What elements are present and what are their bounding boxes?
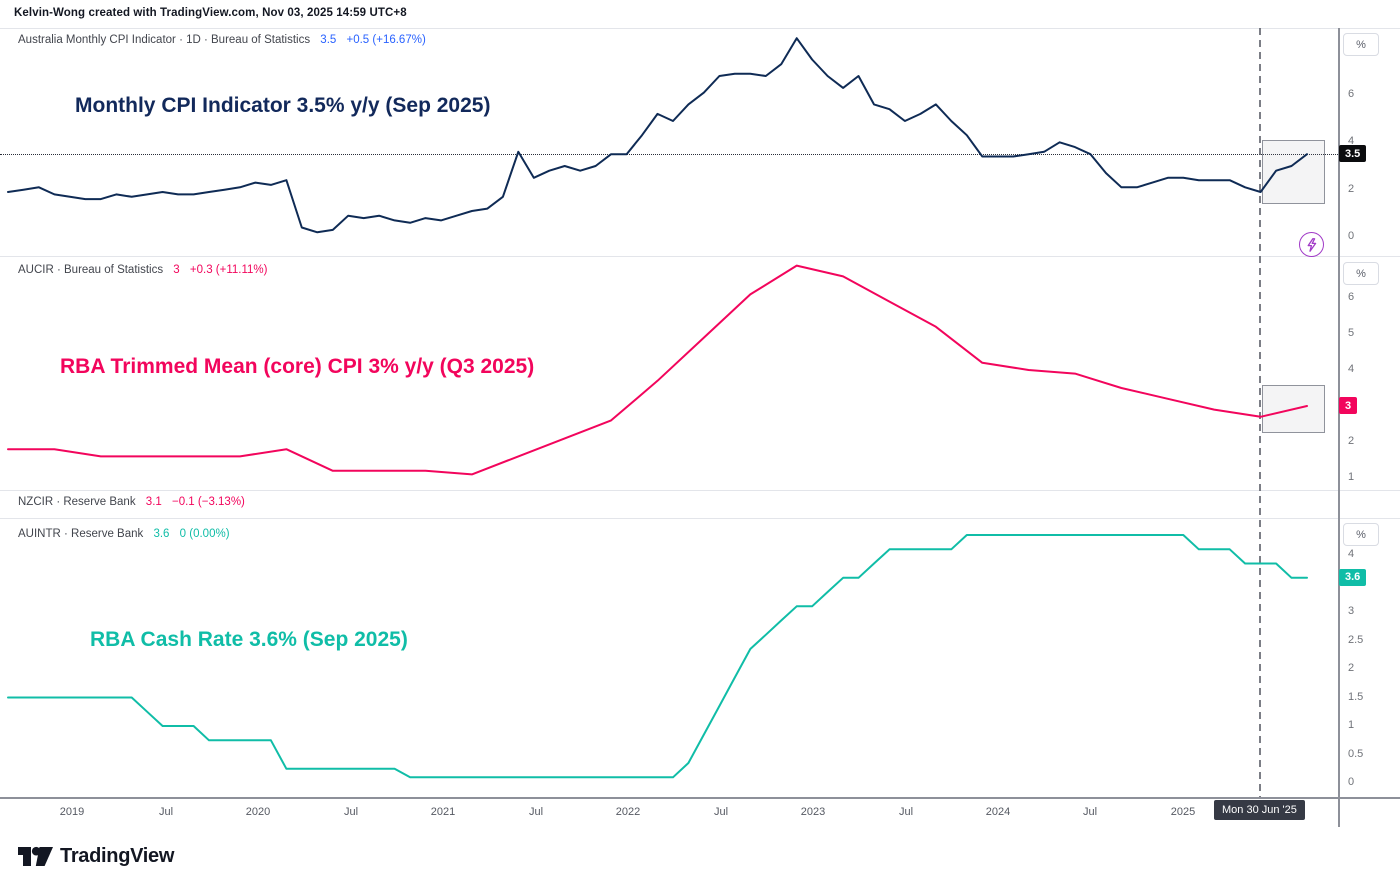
chart-top-border	[0, 28, 1400, 29]
annotation-cash-rate: RBA Cash Rate 3.6% (Sep 2025)	[90, 628, 408, 651]
time-label-2023: 2023	[800, 806, 826, 818]
legend-aucir[interactable]: AUCIR · Bureau of Statistics 3 +0.3 (+11…	[18, 264, 267, 276]
annotation-cpi: Monthly CPI Indicator 3.5% y/y (Sep 2025…	[75, 94, 491, 117]
legend-cpi[interactable]: Australia Monthly CPI Indicator · 1D · B…	[18, 34, 426, 46]
price-tick-auintr-2: 2	[1348, 662, 1355, 674]
time-label-Jul: Jul	[528, 806, 544, 818]
annotation-trimmed-mean: RBA Trimmed Mean (core) CPI 3% y/y (Q3 2…	[60, 355, 535, 378]
time-label-2022: 2022	[615, 806, 641, 818]
crosshair-date-badge: Mon 30 Jun '25	[1214, 800, 1305, 820]
legend-auintr-value: 3.6	[153, 528, 170, 540]
price-line-3-5	[0, 154, 1338, 155]
highlight-box-aucir[interactable]	[1262, 385, 1325, 433]
panel-separator-1[interactable]	[0, 256, 1400, 257]
price-label-cpi: 3.5	[1339, 145, 1367, 163]
time-label-Jul: Jul	[898, 806, 914, 818]
time-label-2019: 2019	[59, 806, 85, 818]
time-axis-border	[0, 797, 1400, 799]
time-label-Jul: Jul	[158, 806, 174, 818]
legend-nzcir-change: −0.1 (−3.13%)	[172, 496, 245, 508]
price-tick-cpi-0: 0	[1348, 230, 1355, 242]
price-label-aucir: 3	[1339, 397, 1358, 414]
legend-auintr-change: 0 (0.00%)	[179, 528, 230, 540]
legend-aucir-title: AUCIR · Bureau of Statistics	[18, 264, 164, 276]
time-axis[interactable]	[0, 799, 1400, 827]
panel-separator-3[interactable]	[0, 518, 1400, 519]
series-line-cpi	[7, 37, 1308, 234]
unit-button-percent-cpi[interactable]: %	[1343, 33, 1379, 56]
price-tick-auintr-0: 0	[1348, 776, 1355, 788]
legend-aucir-value: 3	[173, 264, 180, 276]
time-label-Jul: Jul	[713, 806, 729, 818]
legend-nzcir-value: 3.1	[145, 496, 162, 508]
price-tick-aucir-5: 5	[1348, 327, 1355, 339]
price-tick-cpi-6: 6	[1348, 87, 1355, 100]
price-tick-auintr-0.5: 0.5	[1348, 747, 1364, 760]
price-tick-aucir-6: 6	[1348, 291, 1355, 303]
price-tick-auintr-4: 4	[1348, 548, 1355, 560]
legend-nzcir-title: NZCIR · Reserve Bank	[18, 496, 136, 508]
tradingview-mark-icon	[18, 846, 53, 866]
time-label-Jul: Jul	[1082, 806, 1098, 818]
time-label-2025: 2025	[1170, 806, 1196, 818]
legend-cpi-change: +0.5 (+16.67%)	[346, 34, 426, 46]
series-line-auintr	[7, 534, 1308, 779]
time-label-Jul: Jul	[343, 806, 359, 818]
credit-line: Kelvin-Wong created with TradingView.com…	[14, 7, 407, 19]
legend-nzcir[interactable]: NZCIR · Reserve Bank 3.1 −0.1 (−3.13%)	[18, 496, 245, 508]
flash-icon[interactable]	[1299, 232, 1324, 257]
unit-button-percent-aucir[interactable]: %	[1343, 262, 1379, 285]
tradingview-logo: TradingView	[18, 843, 174, 870]
price-tick-auintr-2.5: 2.5	[1348, 633, 1364, 646]
price-label-auintr: 3.6	[1339, 568, 1367, 586]
legend-auintr[interactable]: AUINTR · Reserve Bank 3.6 0 (0.00%)	[18, 528, 230, 540]
panel-separator-2[interactable]	[0, 490, 1400, 491]
tradingview-wordmark: TradingView	[60, 845, 175, 867]
time-label-2021: 2021	[430, 806, 456, 818]
price-tick-cpi-2: 2	[1348, 182, 1355, 195]
price-tick-auintr-1: 1	[1348, 719, 1355, 731]
price-tick-cpi-4: 4	[1348, 135, 1355, 148]
price-tick-aucir-4: 4	[1348, 363, 1355, 375]
legend-aucir-change: +0.3 (+11.11%)	[189, 264, 268, 276]
legend-auintr-title: AUINTR · Reserve Bank	[18, 528, 144, 540]
time-label-2020: 2020	[245, 806, 271, 818]
lightning-bolt-glyph	[1307, 237, 1317, 252]
time-label-2024: 2024	[985, 806, 1011, 818]
price-tick-aucir-1: 1	[1348, 471, 1355, 483]
price-tick-auintr-3: 3	[1348, 605, 1355, 617]
legend-cpi-value: 3.5	[320, 34, 337, 46]
price-axis-border	[1338, 28, 1340, 827]
legend-cpi-title: Australia Monthly CPI Indicator · 1D · B…	[18, 34, 311, 46]
price-tick-aucir-2: 2	[1348, 435, 1355, 447]
highlight-box-cpi[interactable]	[1262, 140, 1325, 204]
unit-button-percent-auintr[interactable]: %	[1343, 523, 1379, 546]
price-tick-auintr-1.5: 1.5	[1348, 690, 1364, 703]
